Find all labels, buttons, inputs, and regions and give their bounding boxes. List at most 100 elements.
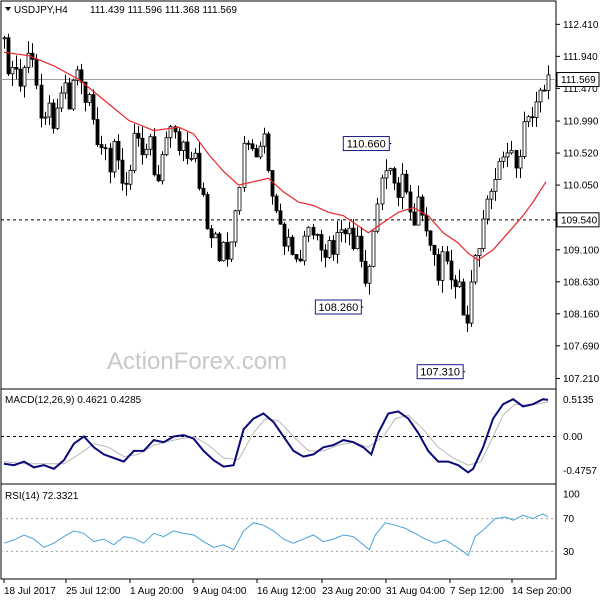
- candle-body: [485, 198, 490, 220]
- candle-body: [542, 89, 547, 92]
- price-tick-label: 109.100: [563, 245, 600, 256]
- candle-body: [18, 68, 23, 87]
- candle-body: [347, 227, 352, 235]
- candle-body: [477, 248, 482, 256]
- candle-body: [481, 218, 486, 249]
- candle-body: [465, 314, 470, 324]
- candle-body: [173, 126, 178, 133]
- candle-body: [343, 229, 348, 235]
- candle-body: [185, 141, 190, 159]
- candle-body: [428, 230, 433, 246]
- price-tick-label: 108.630: [563, 277, 600, 288]
- candle-body: [233, 210, 238, 243]
- candle-body: [254, 148, 259, 158]
- annotation-label: 110.660: [347, 139, 386, 151]
- rsi-layer: [1, 513, 556, 557]
- time-tick-label: 7 Sep 12:00: [450, 586, 504, 597]
- candle-body: [87, 94, 92, 103]
- collapse-triangle-icon[interactable]: [5, 7, 11, 11]
- candle-body: [302, 235, 307, 262]
- candle-body: [453, 279, 458, 288]
- price-tick-label: 107.210: [563, 374, 600, 385]
- candle-body: [258, 145, 263, 158]
- price-tick-label: 108.160: [563, 309, 600, 320]
- candle-body: [229, 241, 234, 260]
- candle-body: [242, 142, 247, 188]
- candle-body: [136, 132, 141, 139]
- rsi-tick-label: 100: [563, 490, 580, 501]
- candle-body: [396, 182, 401, 198]
- annotation-box: [416, 364, 464, 380]
- candle-body: [526, 116, 531, 123]
- candle-body: [39, 84, 44, 119]
- candle-body: [193, 152, 198, 159]
- current-price-tag: 111.569: [556, 72, 600, 88]
- candle-body: [501, 156, 506, 162]
- candle-body: [388, 168, 393, 172]
- current-price-tag-box: [556, 72, 600, 88]
- candle-body: [436, 254, 441, 281]
- candle-body: [132, 132, 137, 171]
- candle-body: [189, 158, 194, 160]
- candle-body: [384, 170, 389, 179]
- candle-body: [168, 126, 173, 139]
- candle-body: [128, 170, 133, 185]
- candle-body: [294, 254, 299, 260]
- candle-body: [469, 281, 474, 324]
- candle-body: [449, 260, 454, 281]
- candle-body: [160, 154, 165, 182]
- candle-body: [282, 223, 287, 247]
- candle-body: [473, 255, 478, 283]
- macd-signal-line: [3, 401, 549, 466]
- candle-body: [457, 281, 462, 288]
- annotation-box: [342, 136, 390, 152]
- candle-body: [546, 74, 551, 91]
- candles: [2, 33, 551, 333]
- candle-body: [327, 240, 332, 258]
- candle-body: [47, 102, 52, 118]
- axis-layer: 112.410 111.940 111.470 110.990 110.520 110.0…: [3, 20, 600, 597]
- time-tick-label: 23 Aug 20:00: [322, 586, 381, 597]
- candle-body: [148, 136, 153, 150]
- macd-tick-label: 0.5135: [563, 395, 594, 406]
- candle-body: [351, 227, 356, 250]
- candle-body: [274, 195, 279, 212]
- candle-body: [530, 116, 535, 119]
- candle-body: [424, 214, 429, 232]
- price-tick-label: 110.050: [563, 181, 599, 192]
- candle-body: [181, 141, 186, 151]
- candle-body: [440, 251, 445, 281]
- candle-body: [124, 182, 129, 185]
- price-tick-label: 107.690: [563, 341, 600, 352]
- candle-body: [371, 230, 376, 267]
- candle-body: [67, 82, 72, 110]
- candle-body: [83, 81, 88, 103]
- candle-body: [339, 229, 344, 233]
- candle-body: [509, 149, 514, 154]
- macd-tick-label: 0.00: [563, 432, 583, 443]
- candle-body: [497, 160, 502, 180]
- rsi-line: [3, 513, 549, 557]
- candle-body: [14, 67, 19, 70]
- candle-body: [205, 194, 210, 230]
- price-tick-label: 111.940: [563, 52, 598, 63]
- price-panel-frame: [0, 0, 557, 390]
- candle-body: [262, 133, 267, 147]
- candle-body: [367, 265, 372, 284]
- candle-body: [355, 235, 360, 250]
- macd-tick-label: -0.4757: [563, 466, 597, 477]
- candle-body: [103, 147, 108, 150]
- candle-body: [306, 226, 311, 237]
- price-layer: 110.660 108.260 107.310: [1, 33, 556, 380]
- candle-body: [140, 137, 145, 156]
- watermark: ActionForex.com: [107, 348, 287, 375]
- candle-body: [315, 234, 320, 236]
- support-price-tag-box: [556, 212, 600, 228]
- candle-body: [116, 140, 121, 161]
- candle-body: [197, 152, 202, 189]
- rsi-tick-label: 30: [563, 547, 575, 558]
- candle-body: [400, 173, 405, 198]
- candle-body: [380, 177, 385, 205]
- candle-body: [250, 143, 255, 150]
- candle-body: [538, 89, 543, 103]
